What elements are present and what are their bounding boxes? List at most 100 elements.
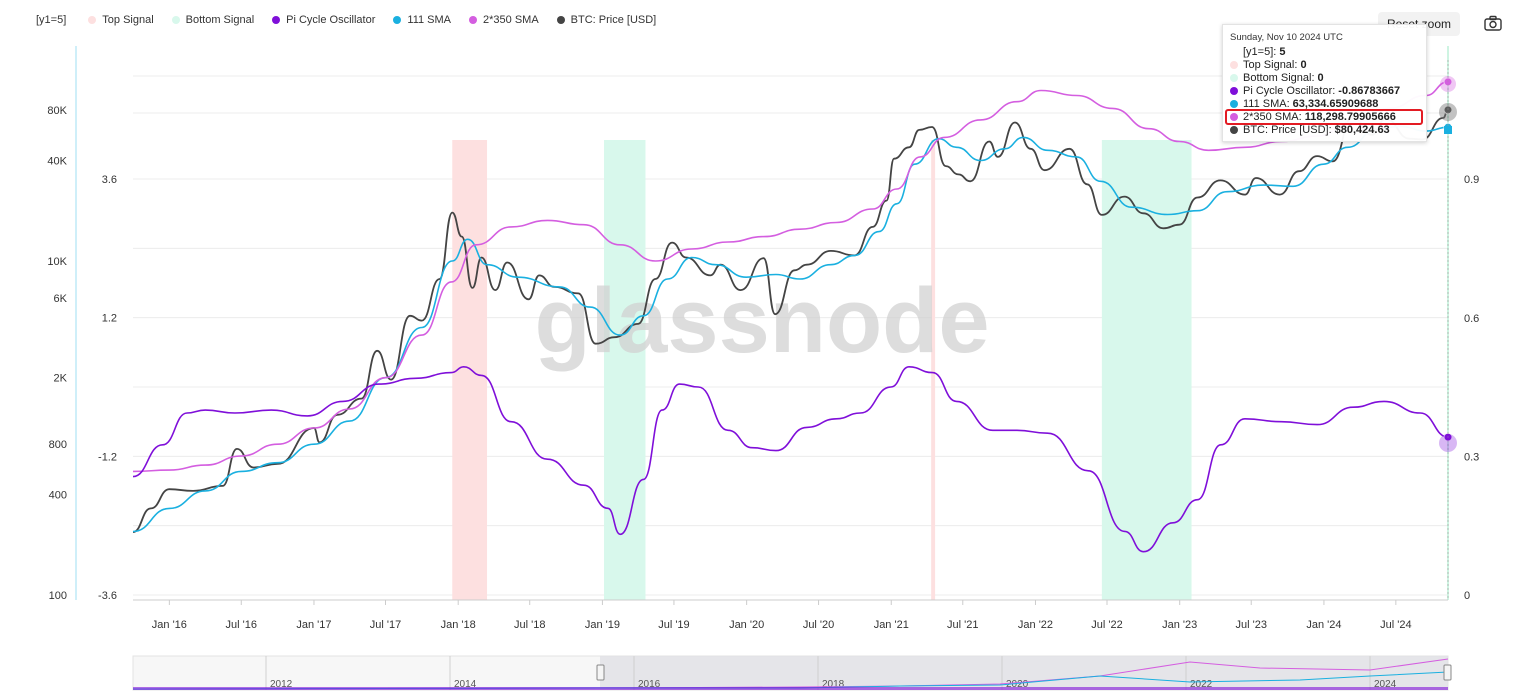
- bottom-signal-band: [1101, 140, 1192, 600]
- chart-tooltip: Sunday, Nov 10 2024 UTC [y1=5]: 5 Top Sign…: [1222, 24, 1427, 142]
- legend-item[interactable]: Top Signal: [88, 14, 154, 26]
- series-line: [132, 125, 1449, 533]
- tooltip-row: [y1=5]: 5: [1230, 45, 1285, 58]
- series-line: [132, 81, 1449, 473]
- legend-label: Bottom Signal: [185, 14, 255, 26]
- price-tick-label: 400: [49, 489, 67, 501]
- legend-item[interactable]: Bottom Signal: [171, 14, 255, 26]
- tooltip-label: Top Signal:: [1243, 58, 1298, 71]
- tooltip-dot: [1230, 73, 1238, 82]
- oscillator-axis-ticks: 3.6 1.2 -1.2 -3.6: [98, 174, 117, 602]
- tooltip-label: Pi Cycle Oscillator:: [1243, 84, 1336, 97]
- tooltip-value: 118,298.79905666: [1304, 110, 1396, 123]
- x-tick-label: Jul '17: [370, 619, 401, 631]
- tooltip-highlight-box: [1225, 109, 1423, 125]
- tooltip-value: 0: [1300, 58, 1307, 71]
- navigator-selection: [600, 656, 1448, 690]
- navigator: 2012 2014 2016 2018 2020 2022 2024: [132, 655, 1452, 691]
- x-tick-label: Jul '19: [658, 619, 689, 631]
- tooltip-label: 111 SMA:: [1243, 97, 1290, 110]
- tooltip-row: BTC: Price [USD]: $80,424.63: [1230, 123, 1390, 136]
- signal-tick-label: 0.6: [1464, 313, 1479, 325]
- legend-item[interactable]: [y1=5]: [36, 14, 66, 26]
- legend-dot: [88, 16, 97, 24]
- tooltip-row: Bottom Signal: 0: [1230, 71, 1324, 84]
- hover-halo: [1440, 76, 1456, 92]
- navigator-left-handle[interactable]: [596, 664, 605, 681]
- price-tick-label: 6K: [54, 293, 68, 305]
- oscillator-tick-label: -3.6: [98, 590, 117, 602]
- x-tick-label: Jul '21: [947, 619, 978, 631]
- tooltip-row: Pi Cycle Oscillator: -0.86783667: [1230, 84, 1400, 97]
- watermark: glassnode: [534, 270, 989, 372]
- legend-label: [y1=5]: [36, 14, 67, 26]
- tooltip-row: Top Signal: 0: [1230, 58, 1307, 71]
- tooltip-label: Bottom Signal:: [1243, 71, 1315, 84]
- signal-tick-label: 0: [1464, 590, 1470, 602]
- legend-label: 111 SMA: [407, 14, 452, 26]
- legend-item[interactable]: 111 SMA: [393, 14, 451, 26]
- legend-label: Pi Cycle Oscillator: [286, 14, 376, 26]
- x-tick-label: Jul '20: [803, 619, 834, 631]
- oscillator-tick-label: 3.6: [102, 174, 117, 186]
- oscillator-tick-label: 1.2: [102, 313, 117, 325]
- x-tick-label: Jan '16: [152, 619, 187, 631]
- tooltip-value: 0: [1317, 71, 1324, 84]
- x-tick-label: Jan '21: [874, 619, 909, 631]
- x-tick-label: Jan '19: [585, 619, 620, 631]
- price-axis-ticks: 80K 40K 10K 6K 2K 800 400 100: [47, 105, 67, 602]
- navigator-year-label: 2014: [454, 679, 477, 690]
- navigator-right-handle[interactable]: [1443, 664, 1452, 681]
- series-group: [132, 77, 1453, 553]
- x-tick-label: Jan '20: [729, 619, 764, 631]
- tooltip-label: 2*350 SMA:: [1243, 110, 1302, 123]
- x-tick-label: Jul '22: [1091, 619, 1122, 631]
- legend-item[interactable]: Pi Cycle Oscillator: [272, 14, 375, 26]
- x-tick-label: Jul '24: [1380, 619, 1411, 631]
- price-tick-label: 80K: [47, 105, 67, 117]
- legend-dot: [469, 16, 478, 24]
- signal-tick-label: 0.9: [1464, 174, 1479, 186]
- legend-dot: [393, 16, 402, 24]
- navigator-year-label: 2012: [270, 679, 293, 690]
- tooltip-label: [y1=5]:: [1243, 45, 1277, 58]
- camera-icon[interactable]: [1484, 15, 1502, 31]
- hover-marker: [1444, 126, 1452, 134]
- series-line: [132, 365, 1449, 553]
- legend-item[interactable]: BTC: Price [USD]: [556, 14, 657, 26]
- bottom-signal-band: [603, 140, 646, 600]
- tooltip-row: 2*350 SMA: 118,298.79905666: [1230, 110, 1396, 123]
- hover-halo: [1439, 103, 1457, 121]
- x-tick-label: Jul '18: [514, 619, 545, 631]
- tooltip-label: BTC: Price [USD]:: [1243, 123, 1332, 136]
- navigator-year-label: 2022: [1190, 679, 1213, 690]
- legend-label: BTC: Price [USD]: [570, 14, 657, 26]
- x-tick-label: Jan '18: [441, 619, 476, 631]
- navigator-oscillator: [133, 687, 1448, 690]
- legend-label: Top Signal: [102, 14, 154, 26]
- price-tick-label: 800: [49, 439, 67, 451]
- tooltip-row: 111 SMA: 63,334.65909688: [1230, 97, 1378, 110]
- legend-label: 2*350 SMA: [483, 14, 539, 26]
- signal-tick-label: 0.3: [1464, 451, 1479, 463]
- tooltip-dot: [1230, 60, 1238, 69]
- x-tick-label: Jul '16: [226, 619, 257, 631]
- tooltip-dot: [1230, 86, 1238, 95]
- signal-bands: [452, 140, 1192, 600]
- top-signal-band: [931, 140, 936, 600]
- tooltip-date: Sunday, Nov 10 2024 UTC: [1230, 32, 1343, 43]
- price-tick-label: 10K: [47, 256, 67, 268]
- signal-axis-ticks: 0.9 0.6 0.3 0: [1464, 174, 1479, 602]
- tooltip-dot: [1230, 125, 1238, 134]
- chart-legend: [y1=5] Top Signal Bottom Signal Pi Cycle Os…: [0, 6, 674, 34]
- price-tick-label: 100: [49, 590, 67, 602]
- tooltip-value: 5: [1279, 45, 1286, 58]
- price-tick-label: 40K: [47, 155, 67, 167]
- navigator-year-label: 2024: [1374, 679, 1397, 690]
- tooltip-value: $80,424.63: [1334, 123, 1390, 136]
- navigator-year-label: 2018: [822, 679, 845, 690]
- legend-item[interactable]: 2*350 SMA: [469, 14, 539, 26]
- x-tick-label: Jan '24: [1306, 619, 1341, 631]
- tooltip-dot: [1230, 112, 1238, 121]
